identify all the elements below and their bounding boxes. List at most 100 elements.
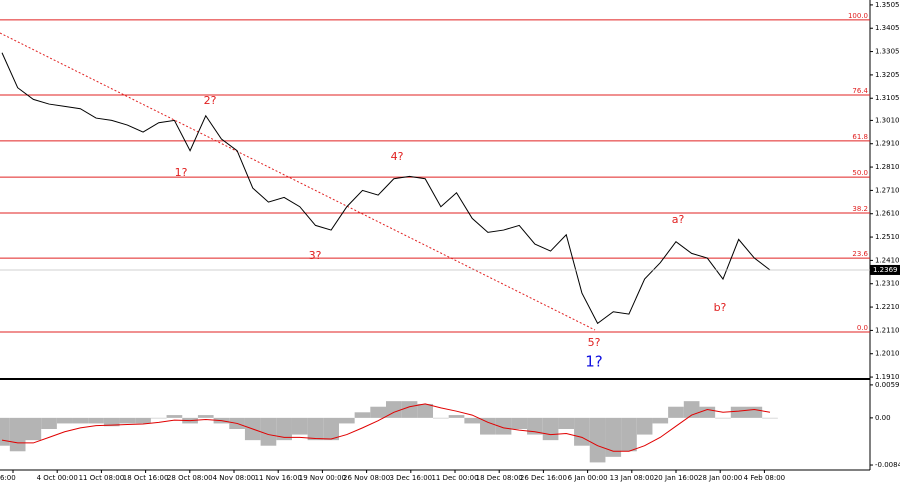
- y-tick-label: 1.2210: [875, 303, 900, 311]
- y-tick-label: -0.00847: [875, 461, 900, 469]
- last-price-label: 1.2369: [873, 266, 898, 274]
- macd-bar: [56, 417, 73, 424]
- x-tick-label: 20 Jan 16:00: [654, 474, 698, 482]
- x-tick-label: 19 Nov 00:00: [299, 474, 346, 482]
- wave-label: 1?: [175, 166, 188, 179]
- x-tick-label: 4 Nov 08:00: [213, 474, 256, 482]
- x-tick-label: 26 Dec 16:00: [520, 474, 567, 482]
- macd-bar: [354, 412, 371, 418]
- fib-label: 61.8: [852, 133, 868, 141]
- x-tick-label: 28 Oct 08:00: [167, 474, 213, 482]
- y-tick-label: 1.2610: [875, 210, 900, 218]
- macd-bar: [527, 417, 543, 435]
- macd-bar: [417, 403, 434, 418]
- y-tick-label: 1.2310: [875, 280, 900, 288]
- macd-bar: [511, 417, 528, 429]
- macd-bar: [542, 417, 559, 441]
- last-price-box: [870, 264, 900, 275]
- y-tick-label: 1.3305: [875, 48, 900, 56]
- y-tick-label: 1.2110: [875, 326, 900, 334]
- macd-bar: [72, 417, 89, 424]
- x-tick-label: 11 Dec 00:00: [431, 474, 478, 482]
- y-tick-label: 1.3010: [875, 116, 900, 124]
- macd-bar: [119, 417, 136, 424]
- wave-label: 2?: [204, 94, 217, 107]
- y-tick-label: 1.2810: [875, 163, 900, 171]
- macd-bar: [323, 417, 339, 441]
- macd-bar: [480, 417, 496, 435]
- macd-bar: [25, 417, 42, 441]
- macd-bar: [699, 406, 716, 418]
- x-tick-label: 11 Oct 08:00: [79, 474, 125, 482]
- macd-bar: [464, 417, 481, 424]
- y-tick-label: 1.3105: [875, 94, 900, 102]
- macd-bar: [448, 415, 465, 418]
- x-tick-label: 6 Jan 00:00: [568, 474, 608, 482]
- signal-line: [1, 403, 771, 452]
- macd-bar: [746, 406, 763, 418]
- y-tick-label: 0.00592: [875, 381, 900, 389]
- wave-label: b?: [714, 301, 727, 314]
- macd-bar: [401, 401, 418, 418]
- macd-bar: [433, 417, 449, 419]
- macd-bar: [260, 417, 277, 446]
- wave-label: 4?: [391, 150, 404, 163]
- y-tick-label: 1.3505: [875, 1, 900, 9]
- wave-label: a?: [672, 213, 685, 226]
- y-tick-label: 1.3405: [875, 24, 900, 32]
- y-tick-label: 1.2010: [875, 350, 900, 358]
- macd-bar: [636, 417, 653, 435]
- y-tick-label: 1.2710: [875, 186, 900, 194]
- macd-bar: [589, 417, 606, 463]
- macd-bar: [495, 417, 512, 435]
- macd-bar: [338, 417, 355, 424]
- macd-bar: [558, 417, 575, 429]
- fib-label: 76.4: [852, 87, 868, 95]
- macd-bar: [715, 417, 731, 419]
- x-tick-label: 4 Feb 08:00: [744, 474, 785, 482]
- wave-label: 5?: [588, 336, 601, 349]
- y-tick-label: 1.3205: [875, 71, 900, 79]
- price-line: [1, 52, 771, 325]
- macd-bar: [166, 415, 183, 418]
- macd-bar: [135, 417, 151, 424]
- macd-bar: [730, 406, 747, 418]
- y-tick-label: 1.2910: [875, 140, 900, 148]
- y-tick-label: 1.2510: [875, 233, 900, 241]
- macd-bar: [307, 417, 324, 441]
- macd-bar: [574, 417, 590, 446]
- y-tick-label: 1.2410: [875, 256, 900, 264]
- x-tick-label: 13 Jan 08:00: [610, 474, 654, 482]
- fib-label: 100.0: [848, 12, 868, 20]
- x-tick-label: 4 Oct 00:00: [37, 474, 78, 482]
- wave-label: 1?: [585, 353, 603, 371]
- fib-label: 23.6: [852, 250, 868, 258]
- macd-bar: [103, 417, 120, 427]
- x-tick-label: 18 Dec 08:00: [476, 474, 523, 482]
- x-tick-label: 11 Nov 16:00: [255, 474, 302, 482]
- y-tick-label: 0.00: [875, 414, 891, 422]
- trend-line: [0, 32, 596, 331]
- y-tick-label: 1.1910: [875, 373, 900, 381]
- fib-label: 38.2: [852, 205, 868, 213]
- macd-bar: [9, 417, 26, 452]
- wave-label: 3?: [309, 249, 322, 262]
- macd-bar: [276, 417, 292, 441]
- macd-bar: [605, 417, 622, 457]
- macd-bar: [386, 401, 402, 418]
- macd-bar: [652, 417, 669, 424]
- macd-bar: [621, 417, 637, 452]
- x-tick-label: 26 Nov 08:00: [343, 474, 390, 482]
- x-tick-label: 3 Dec 16:00: [389, 474, 432, 482]
- x-tick-label: 6:00: [0, 474, 16, 482]
- fib-label: 0.0: [857, 324, 868, 332]
- macd-bar: [291, 417, 308, 435]
- macd-bar: [41, 417, 57, 429]
- macd-bar: [370, 406, 386, 418]
- macd-bar: [668, 406, 684, 418]
- x-tick-label: 18 Oct 16:00: [123, 474, 169, 482]
- macd-bar: [88, 417, 104, 424]
- macd-bar: [150, 417, 167, 419]
- macd-bar: [197, 415, 214, 418]
